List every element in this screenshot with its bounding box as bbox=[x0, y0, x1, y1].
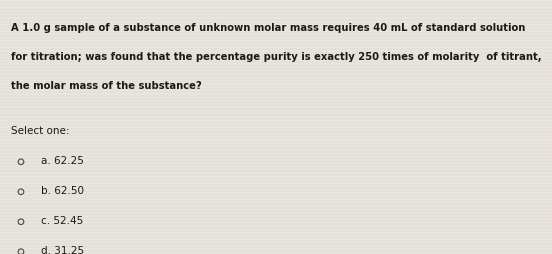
Text: d. 31.25: d. 31.25 bbox=[41, 246, 84, 254]
Text: the molar mass of the substance?: the molar mass of the substance? bbox=[11, 81, 202, 91]
Text: for titration; was found that the percentage purity is exactly 250 times of mola: for titration; was found that the percen… bbox=[11, 52, 542, 62]
Text: b. 62.50: b. 62.50 bbox=[41, 186, 84, 196]
Text: a. 62.25: a. 62.25 bbox=[41, 156, 84, 166]
Text: Select one:: Select one: bbox=[11, 126, 70, 136]
Text: c. 52.45: c. 52.45 bbox=[41, 216, 84, 226]
Text: A 1.0 g sample of a substance of unknown molar mass requires 40 mL of standard s: A 1.0 g sample of a substance of unknown… bbox=[11, 23, 526, 33]
